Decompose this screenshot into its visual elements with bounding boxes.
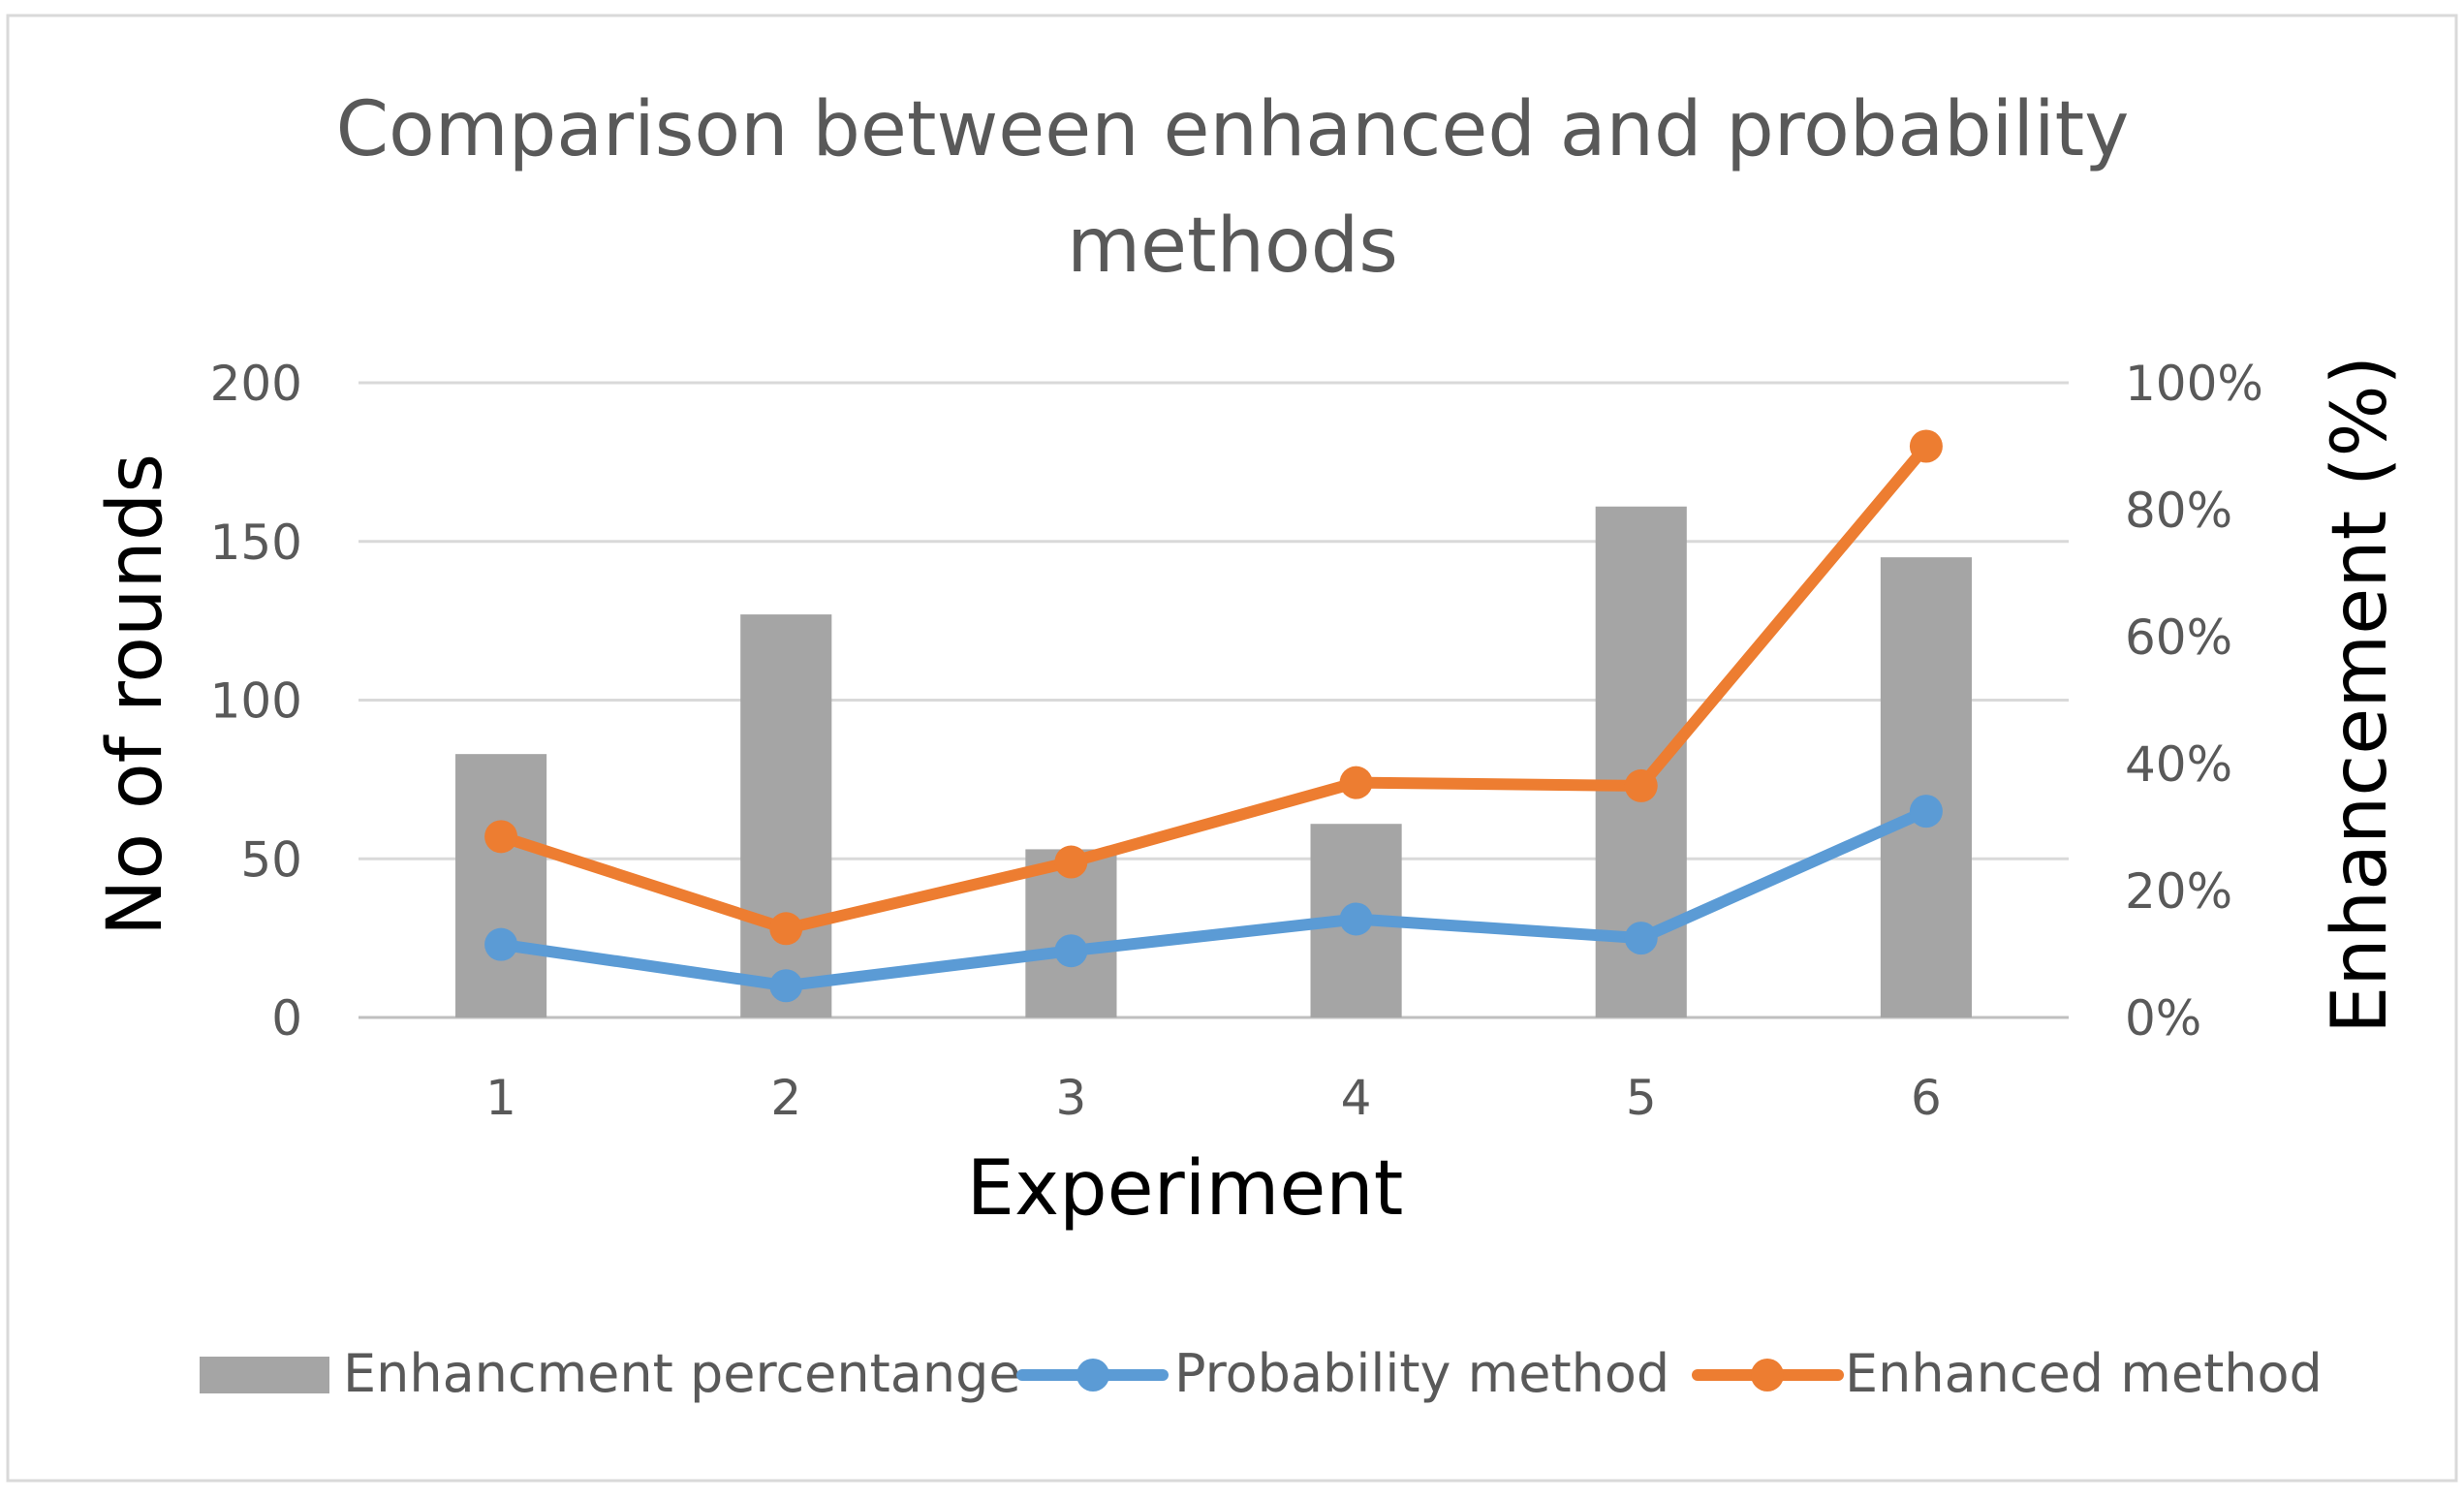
enhanced-point-exp-5 — [1624, 768, 1658, 802]
chart-title-line-1: Comparison between enhanced and probabil… — [336, 86, 2130, 173]
left-axis-tick-label: 50 — [240, 831, 302, 888]
legend-swatch-probability-marker — [1076, 1359, 1109, 1392]
x-axis-tick-label: 1 — [485, 1070, 516, 1126]
probability-point-exp-6 — [1909, 795, 1943, 829]
enhanced-point-exp-3 — [1054, 845, 1088, 879]
probability-line — [495, 805, 1932, 992]
probability-point-exp-5 — [1624, 922, 1658, 955]
gridlines — [359, 381, 2069, 1019]
bar-series — [455, 506, 1972, 1017]
right-axis-tick-label: 20% — [2125, 863, 2232, 920]
right-axis-tick-label: 40% — [2125, 736, 2232, 793]
chart-title-line-2: methods — [1067, 203, 1398, 290]
right-axis-ticks: 0% 20% 40% 60% 80% 100% — [2125, 356, 2263, 1047]
x-axis-tick-label: 5 — [1626, 1070, 1657, 1126]
left-axis-tick-label: 100 — [210, 673, 302, 730]
right-axis-title: Enhancement (%) — [2317, 356, 2404, 1034]
right-axis-tick-label: 60% — [2125, 610, 2232, 666]
legend-label-probability: Probability method — [1174, 1343, 1669, 1404]
legend-swatch-enhanced-marker — [1751, 1359, 1784, 1392]
enhanced-point-exp-1 — [484, 820, 518, 854]
left-axis-title: No of rounds — [92, 453, 179, 936]
enhanced-point-exp-6 — [1909, 429, 1943, 463]
probability-point-exp-3 — [1054, 934, 1088, 968]
x-axis-ticks: 1 2 3 4 5 6 — [485, 1070, 1942, 1126]
left-axis-tick-label: 150 — [210, 515, 302, 571]
probability-point-exp-4 — [1339, 902, 1373, 936]
x-axis-title: Experiment — [967, 1145, 1404, 1233]
legend-label-enhanced: Enhanced method — [1845, 1343, 2323, 1404]
x-axis-tick-label: 4 — [1341, 1070, 1372, 1126]
bar-enhancement-exp-2 — [740, 614, 832, 1017]
legend-swatch-bars — [200, 1357, 329, 1393]
left-axis-ticks: 0 50 100 150 200 — [210, 356, 302, 1047]
right-axis-tick-label: 80% — [2125, 483, 2232, 539]
chart-frame — [6, 14, 2458, 1483]
x-axis-tick-label: 3 — [1056, 1070, 1087, 1126]
bar-enhancement-exp-1 — [455, 754, 547, 1017]
enhanced-point-exp-2 — [769, 912, 803, 946]
probability-point-exp-1 — [484, 927, 518, 961]
probability-point-exp-2 — [769, 969, 803, 1003]
legend-label-bars: Enhancment percentange — [343, 1343, 1021, 1404]
enhanced-line — [495, 440, 1932, 935]
enhanced-point-exp-4 — [1339, 766, 1373, 799]
right-axis-tick-label: 0% — [2125, 990, 2201, 1047]
right-axis-tick-label: 100% — [2125, 356, 2263, 412]
x-axis-tick-label: 6 — [1911, 1070, 1942, 1126]
x-axis-tick-label: 2 — [770, 1070, 801, 1126]
line-series — [484, 429, 1943, 1003]
bar-enhancement-exp-6 — [1880, 557, 1972, 1017]
left-axis-tick-label: 0 — [271, 990, 302, 1047]
left-axis-tick-label: 200 — [210, 356, 302, 412]
legend: Enhancment percentange Probability metho… — [200, 1343, 2323, 1404]
